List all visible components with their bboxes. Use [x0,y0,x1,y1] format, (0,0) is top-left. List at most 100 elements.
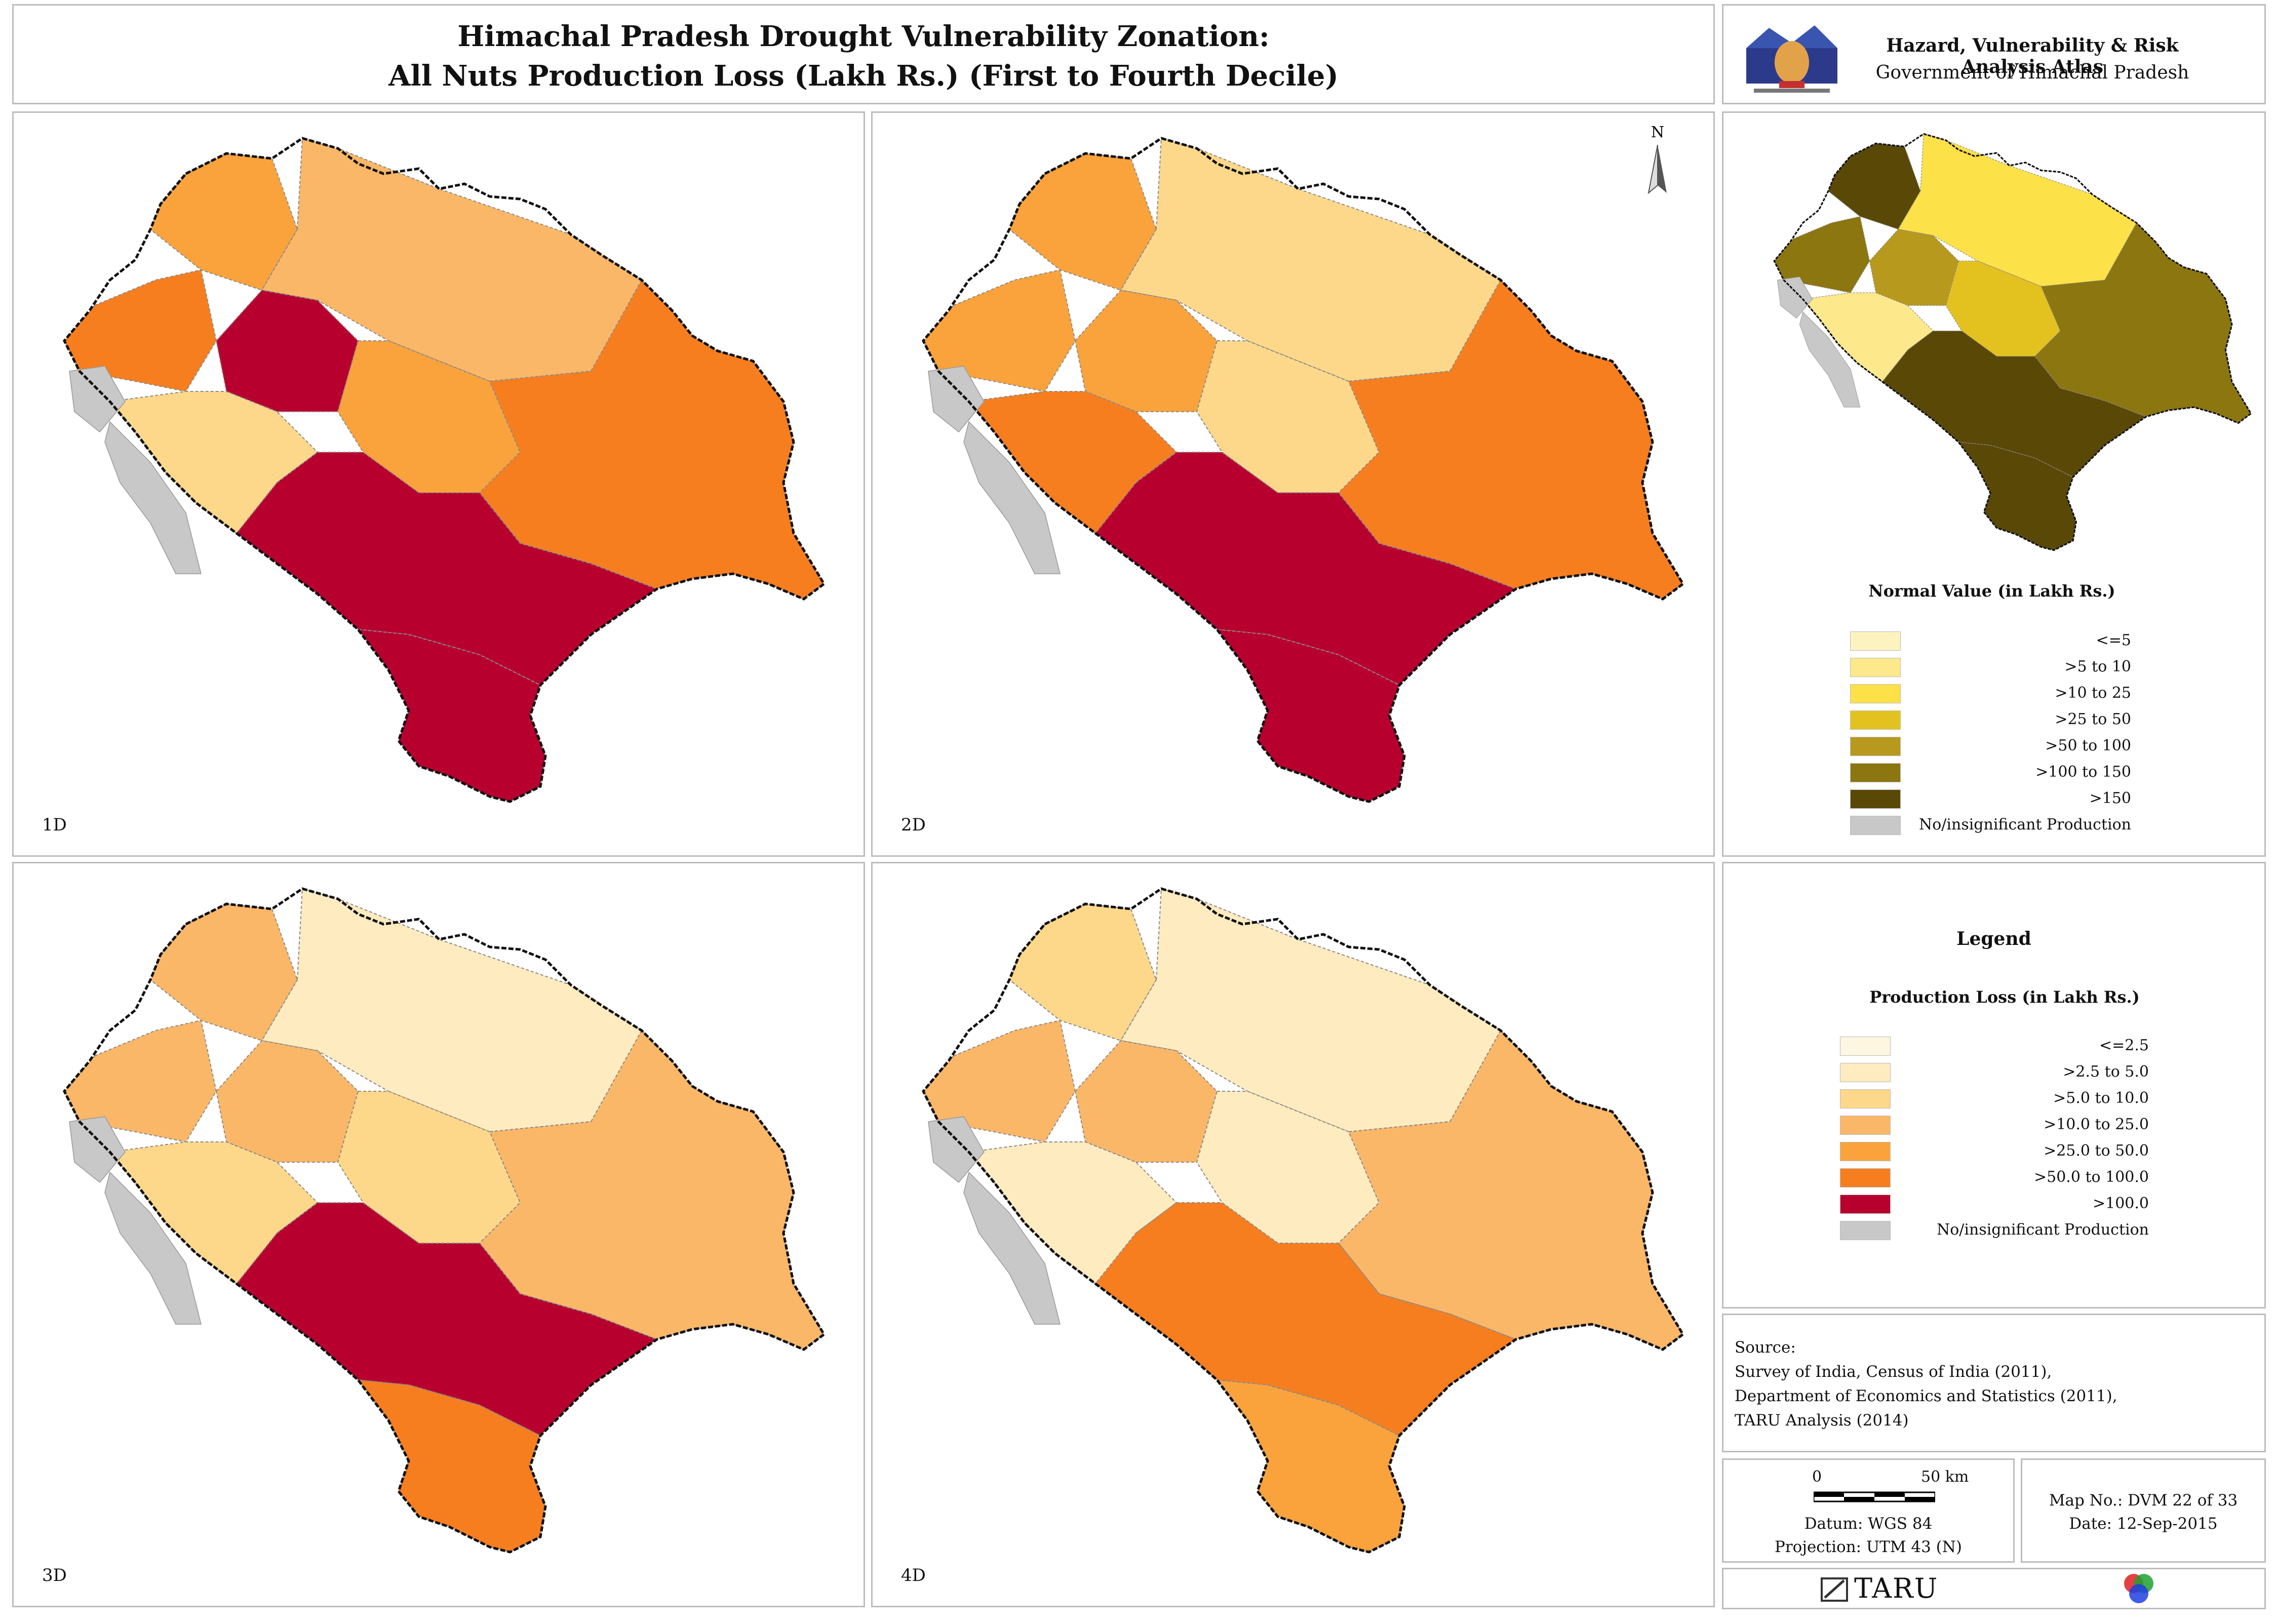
map-3d-district [149,903,298,1042]
loss-legend-row: >10.0 to 25.0 [1840,1114,2149,1137]
loss-legend-row: >50.0 to 100.0 [1840,1166,2149,1190]
map-4d-no-production-area [928,1116,985,1183]
source-heading: Source: [1735,1338,1796,1357]
map-3d-no-production-area [104,1171,202,1325]
map-panel-4d: 4D [871,862,1715,1607]
map-1d-district [149,152,298,291]
loss-legend-row: >25.0 to 50.0 [1840,1140,2149,1163]
normal-legend-row: >100 to 150 [1850,761,2131,784]
normal-legend-label: <=5 [2096,631,2131,649]
normal-legend-swatch [1850,631,1901,651]
scale-zero-label: 0 [1812,1468,1822,1486]
source-line-3: TARU Analysis (2014) [1735,1411,1909,1430]
normal-legend-label: No/insignificant Production [1918,816,2131,834]
loss-legend-swatch [1840,1195,1891,1214]
map-2d-no-production-area [963,421,1061,574]
datum-text: Datum: WGS 84 [1804,1515,1933,1533]
loss-legend-swatch [1840,1116,1891,1135]
map-1d-district [357,628,546,803]
projection-text: Projection: UTM 43 (N) [1775,1538,1962,1556]
map-4d-regions [922,887,1685,1554]
loss-legend-row: No/insignificant Production [1840,1219,2149,1242]
map-1d-no-production-area [69,366,126,433]
normal-legend-row: No/insignificant Production [1850,814,2131,837]
map-4d-district [1094,1202,1517,1437]
normal-legend-label: >10 to 25 [2055,684,2131,702]
normal-legend-row: >150 [1850,787,2131,811]
loss-legend-label: No/insignificant Production [1936,1221,2149,1239]
loss-legend-swatch [1840,1142,1891,1161]
loss-legend-label: >25.0 to 50.0 [2044,1142,2149,1160]
atlas-header-panel: Hazard, Vulnerability & Risk Analysis At… [1722,4,2266,104]
decile-label-4d: 4D [901,1565,926,1586]
loss-legend-label: >50.0 to 100.0 [2033,1168,2149,1186]
source-panel: Source: Survey of India, Census of India… [1722,1314,2266,1452]
map-2d-district [1094,452,1517,686]
map-4d-no-production-area [963,1171,1061,1325]
loss-legend-row: <=2.5 [1840,1035,2149,1058]
normal-legend-row: >25 to 50 [1850,708,2131,732]
map-2d-regions [922,137,1685,803]
normal-legend-swatch [1850,710,1901,730]
title-panel: Himachal Pradesh Drought Vulnerability Z… [12,4,1715,104]
atlas-subtitle: Government of Himachal Pradesh [1875,62,2189,83]
map-1d [63,137,826,803]
loss-legend-label: >10.0 to 25.0 [2044,1116,2149,1133]
normal-legend-swatch [1850,737,1901,756]
loss-legend-swatch [1840,1168,1891,1187]
map-3d [63,887,826,1554]
loss-legend-swatch [1840,1063,1891,1082]
loss-legend-label: >2.5 to 5.0 [2063,1063,2149,1081]
loss-legend-row: >2.5 to 5.0 [1840,1061,2149,1084]
north-label: N [1651,124,1664,141]
map-2d-district [1008,152,1157,291]
loss-legend-label: <=2.5 [2099,1037,2149,1054]
map-4d-district [1008,903,1157,1042]
loss-legend-swatch [1840,1089,1891,1108]
map-panel-1d: 1D [12,111,865,857]
map-3d-district [357,1379,546,1553]
map-3d-district [236,1202,658,1437]
loss-legend-row: >5.0 to 10.0 [1840,1087,2149,1111]
loss-legend-swatch [1840,1221,1891,1240]
normal-legend-swatch [1850,684,1901,703]
decile-label-1d: 1D [42,815,67,835]
normal-map-district [1828,143,1921,230]
normal-legend-label: >150 [2089,789,2131,807]
normal-legend-swatch [1850,763,1901,782]
normal-legend-swatch [1850,816,1901,835]
map-1d-state-boundary [63,137,826,803]
map-date: Date: 12-Sep-2015 [2069,1515,2218,1533]
taru-brand: TARU [1854,1572,1939,1604]
normal-legend-row: >10 to 25 [1850,682,2131,705]
scale-bar [1814,1491,1935,1502]
map-2d-district [1215,628,1405,803]
normal-legend-label: >50 to 100 [2045,737,2131,755]
loss-legend-panel: Legend Production Loss (in Lakh Rs.) <=2… [1722,862,2266,1309]
map-4d-district [1215,1379,1405,1553]
map-title-line1: Himachal Pradesh Drought Vulnerability Z… [457,20,1270,53]
source-line-1: Survey of India, Census of India (2011), [1735,1363,2052,1381]
normal-legend-row: >5 to 10 [1850,656,2131,679]
map-3d-regions [63,887,826,1554]
government-emblem-icon [1746,25,1837,93]
atlas-title: Hazard, Vulnerability & Risk Analysis At… [1886,35,2179,77]
map-1d-no-production-area [104,421,202,574]
normal-legend-label: >5 to 10 [2064,658,2131,676]
normal-legend-swatch [1850,658,1901,677]
normal-legend-row: >50 to 100 [1850,735,2131,758]
normal-map-regions [1773,133,2252,551]
scale-distance-label: 50 km [1921,1468,1969,1486]
decile-label-2d: 2D [901,815,926,835]
loss-legend-label: >5.0 to 10.0 [2053,1089,2149,1107]
map-panel-3d: 3D [12,862,865,1607]
map-info-panel: Map No.: DVM 22 of 33 Date: 12-Sep-2015 [2021,1458,2266,1563]
normal-legend-swatch [1850,789,1901,809]
normal-map-district [1881,330,2147,478]
loss-legend-heading: Production Loss (in Lakh Rs.) [1869,987,2140,1007]
map-4d-state-boundary [922,887,1685,1554]
scale-panel: 0 50 km Datum: WGS 84 Projection: UTM 43… [1722,1458,2015,1563]
map-number: Map No.: DVM 22 of 33 [2049,1491,2238,1510]
normal-value-panel: Normal Value (in Lakh Rs.) <=5 >5 to 10 >1… [1722,111,2266,857]
decile-label-3d: 3D [42,1565,67,1586]
